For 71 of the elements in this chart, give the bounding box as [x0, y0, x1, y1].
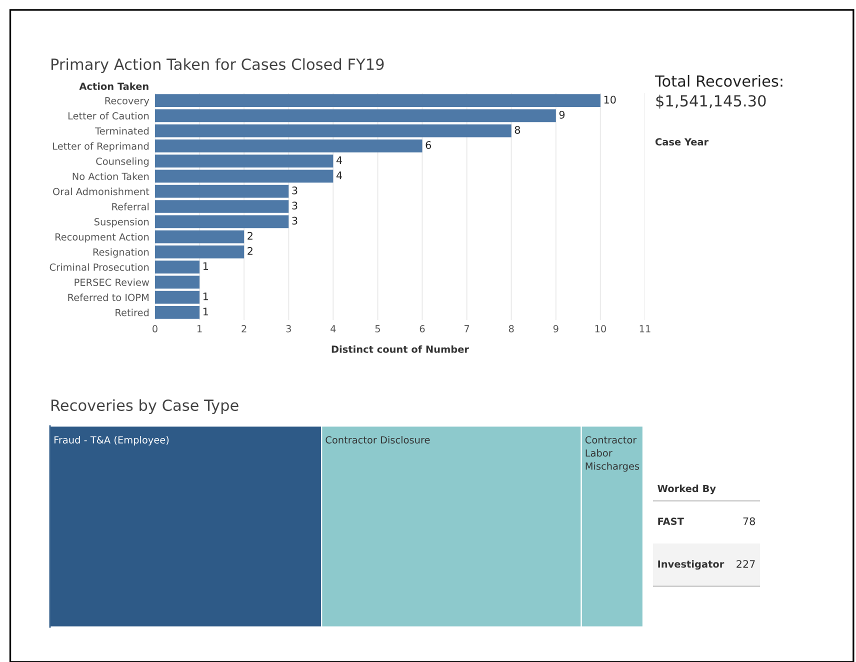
bar — [155, 184, 289, 198]
bar — [155, 124, 512, 138]
data-label: 6 — [426, 141, 432, 149]
data-label: 3 — [292, 216, 298, 225]
x-tick-label: 5 — [375, 325, 380, 332]
y-tick-label: Counseling — [96, 157, 149, 167]
y-tick-label: Recoupment Action — [56, 233, 149, 242]
data-label: 4 — [336, 156, 342, 164]
bar — [155, 260, 200, 274]
category-label: FAST — [658, 518, 684, 525]
bar — [155, 290, 200, 304]
data-label: 3 — [292, 186, 298, 194]
y-tick-label: Retired — [116, 308, 149, 316]
x-tick-label: 0 — [152, 325, 158, 332]
data-label: 8 — [514, 126, 520, 134]
x-tick-label: 1 — [198, 325, 202, 332]
bar — [155, 245, 244, 258]
y-tick-label: Letter of Caution — [68, 112, 149, 120]
x-tick-label: 3 — [286, 325, 291, 332]
x-tick-label: 11 — [640, 325, 650, 332]
x-tick-label: 7 — [464, 325, 470, 332]
series-label: Fraud - T&A (Employee) — [54, 436, 169, 446]
category-label: Investigator — [658, 560, 724, 570]
bar — [155, 200, 289, 213]
chart-title: Primary Action Taken for Cases Closed FY19 — [52, 58, 384, 73]
bar — [155, 276, 200, 289]
text: $1,541,145.30 — [656, 94, 766, 109]
x-tick-label: 8 — [508, 325, 514, 332]
chart-title: Recoveries by Case Type — [52, 399, 238, 414]
data-label: 10 — [604, 96, 616, 104]
data-label: 1 — [203, 292, 208, 300]
y-tick-label: PERSEC Review — [74, 278, 150, 286]
bar — [155, 109, 556, 122]
bar — [155, 230, 244, 244]
series-label: Contractor Labor Mischarges — [585, 436, 640, 472]
bar — [155, 215, 289, 228]
y-tick-label: Oral Admonishment — [53, 188, 150, 196]
text: Case Year — [655, 138, 709, 146]
bar — [155, 306, 200, 319]
x-tick-label: 10 — [595, 325, 606, 332]
bar — [155, 94, 600, 107]
y-tick-label: Referral — [112, 202, 149, 210]
text: Worked By — [658, 484, 716, 494]
y-tick-label: Criminal Prosecution — [50, 263, 149, 271]
series-label: Contractor Disclosure — [326, 436, 430, 444]
x-tick-label: 6 — [420, 325, 425, 332]
data-label: 1 — [203, 308, 208, 316]
data-label: 2 — [248, 247, 252, 255]
text: Total Recoveries: — [654, 75, 782, 87]
x-tick-label: 2 — [242, 325, 246, 332]
y-tick-label: Suspension — [94, 218, 149, 228]
y-axis-title: Action Taken — [79, 82, 148, 90]
data-label: 2 — [248, 232, 252, 240]
y-tick-label: Resignation — [93, 248, 149, 258]
data-label: 3 — [292, 202, 298, 210]
y-tick-label: Recovery — [105, 97, 150, 106]
bar — [155, 140, 422, 152]
data-label: 1 — [203, 262, 208, 270]
x-axis-title: Distinct count of Number — [332, 345, 469, 353]
data-label: 4 — [336, 172, 342, 180]
y-tick-label: Terminated — [95, 127, 149, 135]
bar — [155, 154, 334, 168]
x-tick-label: 4 — [330, 325, 336, 332]
y-tick-label: Letter of Reprimand — [53, 142, 149, 152]
data-label: 9 — [559, 110, 565, 119]
y-tick-label: No Action Taken — [72, 172, 149, 180]
data-label: 227 — [736, 560, 755, 568]
x-tick-label: 9 — [553, 325, 558, 332]
bar — [155, 170, 334, 183]
data-label: 78 — [743, 517, 756, 526]
y-tick-label: Referred to IOPM — [68, 294, 148, 302]
